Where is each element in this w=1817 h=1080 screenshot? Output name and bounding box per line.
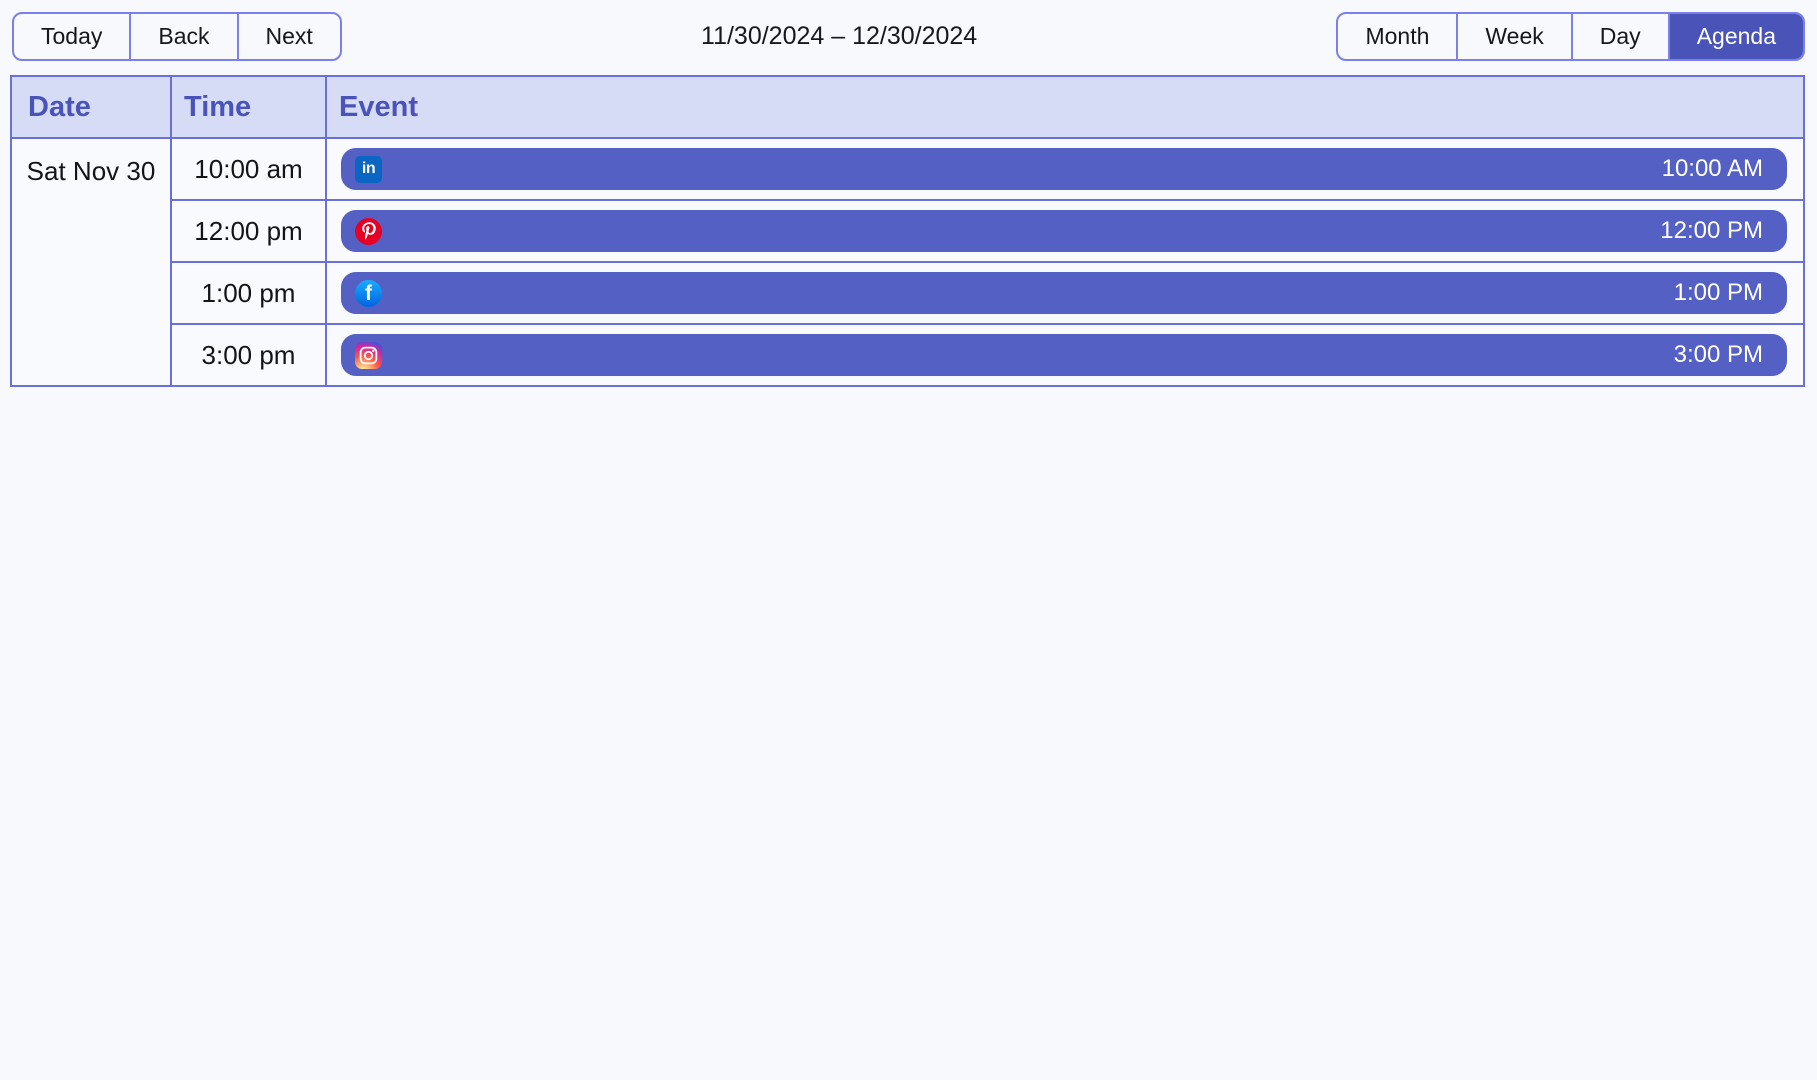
agenda-view: Date Time Event Sat Nov 30 10:00 am in 1… — [10, 75, 1805, 387]
agenda-row: 12:00 pm 12:00 PM — [11, 199, 1805, 263]
event-time-label: 12:00 PM — [1660, 217, 1763, 244]
agenda-row: 1:00 pm f 1:00 PM — [11, 261, 1805, 325]
event-time-label: 3:00 PM — [1673, 341, 1763, 368]
time-cell: 1:00 pm — [170, 261, 327, 325]
date-cell: Sat Nov 30 — [10, 137, 172, 387]
calendar-toolbar: Today Back Next 11/30/2024 – 12/30/2024 … — [0, 0, 1817, 62]
next-button[interactable]: Next — [236, 13, 340, 59]
date-range-label: 11/30/2024 – 12/30/2024 — [701, 21, 978, 50]
column-header-event: Event — [325, 75, 1805, 139]
instagram-icon — [355, 341, 382, 369]
event-time-label: 1:00 PM — [1673, 279, 1763, 306]
facebook-icon: f — [355, 279, 382, 307]
view-day-button[interactable]: Day — [1570, 13, 1668, 59]
event-pinterest[interactable]: 12:00 PM — [341, 210, 1787, 252]
view-agenda-button[interactable]: Agenda — [1667, 13, 1803, 59]
agenda-table: Date Time Event Sat Nov 30 10:00 am in 1… — [10, 75, 1805, 387]
back-button[interactable]: Back — [129, 13, 236, 59]
linkedin-icon: in — [355, 155, 382, 183]
agenda-row: 3:00 pm 3:00 PM — [11, 323, 1805, 387]
column-header-time: Time — [170, 75, 327, 139]
time-cell: 12:00 pm — [170, 199, 327, 263]
time-cell: 10:00 am — [170, 137, 327, 201]
event-facebook[interactable]: f 1:00 PM — [341, 272, 1787, 314]
column-header-date: Date — [10, 75, 172, 139]
time-cell: 3:00 pm — [170, 323, 327, 387]
agenda-header-row: Date Time Event — [10, 75, 1805, 139]
event-instagram[interactable]: 3:00 PM — [341, 334, 1787, 376]
today-button[interactable]: Today — [14, 14, 129, 59]
event-linkedin[interactable]: in 10:00 AM — [341, 148, 1787, 190]
pinterest-icon — [355, 217, 382, 245]
agenda-row: Sat Nov 30 10:00 am in 10:00 AM — [10, 137, 1805, 387]
view-week-button[interactable]: Week — [1456, 13, 1570, 59]
nav-button-group: Today Back Next — [12, 11, 342, 61]
view-button-group: Month Week Day Agenda — [1336, 11, 1805, 61]
event-time-label: 10:00 AM — [1661, 155, 1763, 182]
view-month-button[interactable]: Month — [1338, 14, 1456, 59]
